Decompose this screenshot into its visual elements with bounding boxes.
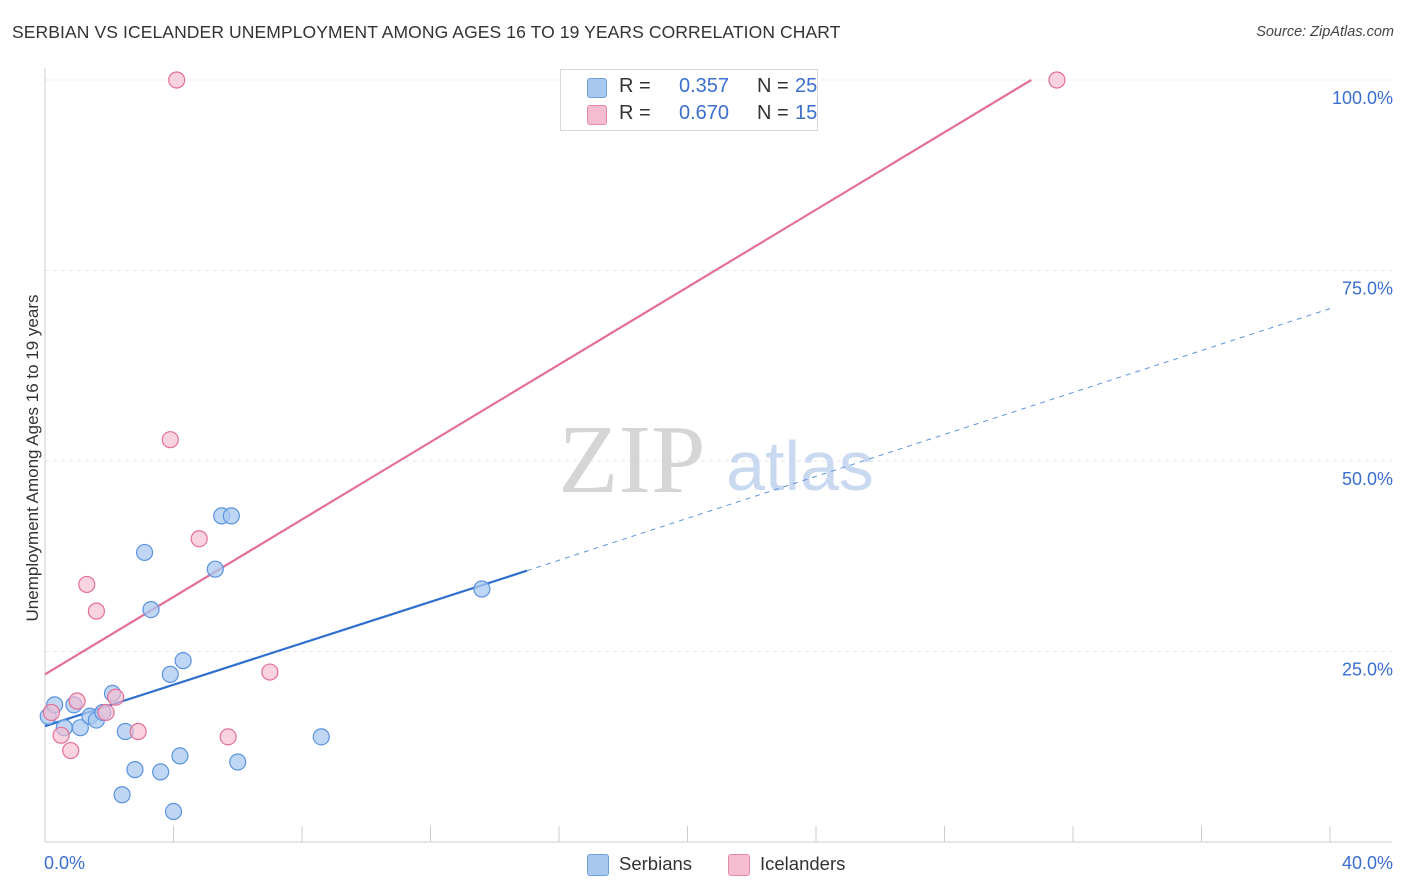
icelander-point [161, 431, 179, 449]
icelander-point [129, 722, 147, 741]
legend-n-label: N = [757, 75, 789, 97]
watermark-atlas: atlas [726, 427, 874, 505]
trend-lines [44, 79, 1331, 728]
icelander-point [87, 602, 106, 620]
legend-n-value-icelanders: 15 [795, 102, 818, 124]
axes [44, 68, 1392, 843]
serbian-point [222, 507, 240, 525]
serbian-point [174, 652, 192, 670]
serbian-point [229, 753, 247, 771]
bottom-legend-swatch-serbians [587, 854, 609, 876]
legend-n-label: N = [757, 102, 789, 124]
y-tick-label: 100.0% [1332, 88, 1393, 108]
icelander-point [68, 692, 86, 710]
serbian-point [161, 665, 179, 683]
serbian-point [171, 747, 189, 765]
legend-r-label: R = [619, 102, 651, 124]
icelander-point [1048, 71, 1066, 89]
bottom-legend-swatch-icelanders [728, 854, 750, 876]
icelander-point [78, 575, 96, 594]
y-axis-label: Unemployment Among Ages 16 to 19 years [23, 294, 42, 622]
chart-title: SERBIAN VS ICELANDER UNEMPLOYMENT AMONG … [12, 22, 841, 42]
x-tick-label: 40.0% [1342, 853, 1393, 873]
serbian-point [473, 580, 491, 598]
icelander-point [219, 728, 237, 746]
legend-r-value-serbians: 0.357 [679, 75, 730, 97]
serbian-point [152, 763, 170, 781]
serbian-point [71, 719, 89, 737]
serbians-trend-extension [526, 308, 1331, 572]
y-tick-label: 75.0% [1342, 279, 1393, 299]
watermark: ZIP atlas [559, 406, 874, 514]
y-tick-label: 50.0% [1342, 469, 1393, 489]
icelander-point [168, 71, 186, 89]
icelander-point [97, 703, 115, 722]
legend-r-label: R = [619, 75, 651, 97]
serbians-trend-line [44, 569, 528, 728]
correlation-legend: R = 0.357 N = 25 R = 0.670 N = 15 [560, 69, 818, 131]
icelander-point [42, 703, 61, 722]
serbian-point [206, 560, 224, 578]
icelander-point [190, 530, 208, 548]
legend-r-value-icelanders: 0.670 [679, 102, 730, 124]
icelander-point [52, 726, 70, 744]
serbian-point [135, 543, 154, 562]
gridlines [45, 79, 1392, 652]
legend-swatch-serbians [587, 78, 607, 98]
bottom-legend-label-serbians: Serbians [619, 853, 693, 874]
icelanders-trend-line [44, 79, 1032, 676]
serbian-point [126, 761, 144, 779]
x-tick-label: 0.0% [44, 853, 85, 873]
data-points [39, 71, 1066, 821]
tick-labels: 25.0% 50.0% 75.0% 100.0% 0.0% 40.0% [44, 88, 1393, 873]
legend-n-value-serbians: 25 [795, 75, 818, 97]
legend-swatch-icelanders [587, 105, 607, 125]
bottom-legend-label-icelanders: Icelanders [760, 853, 846, 874]
icelander-point [62, 741, 80, 760]
icelander-point [261, 663, 279, 681]
serbian-point [312, 728, 330, 746]
serbian-point [164, 802, 183, 821]
serbian-point [142, 600, 160, 619]
source-label: Source: ZipAtlas.com [1256, 24, 1394, 40]
y-tick-label: 25.0% [1342, 660, 1393, 680]
watermark-zip: ZIP [559, 406, 706, 514]
serbian-point [113, 786, 131, 804]
icelander-point [107, 688, 125, 706]
